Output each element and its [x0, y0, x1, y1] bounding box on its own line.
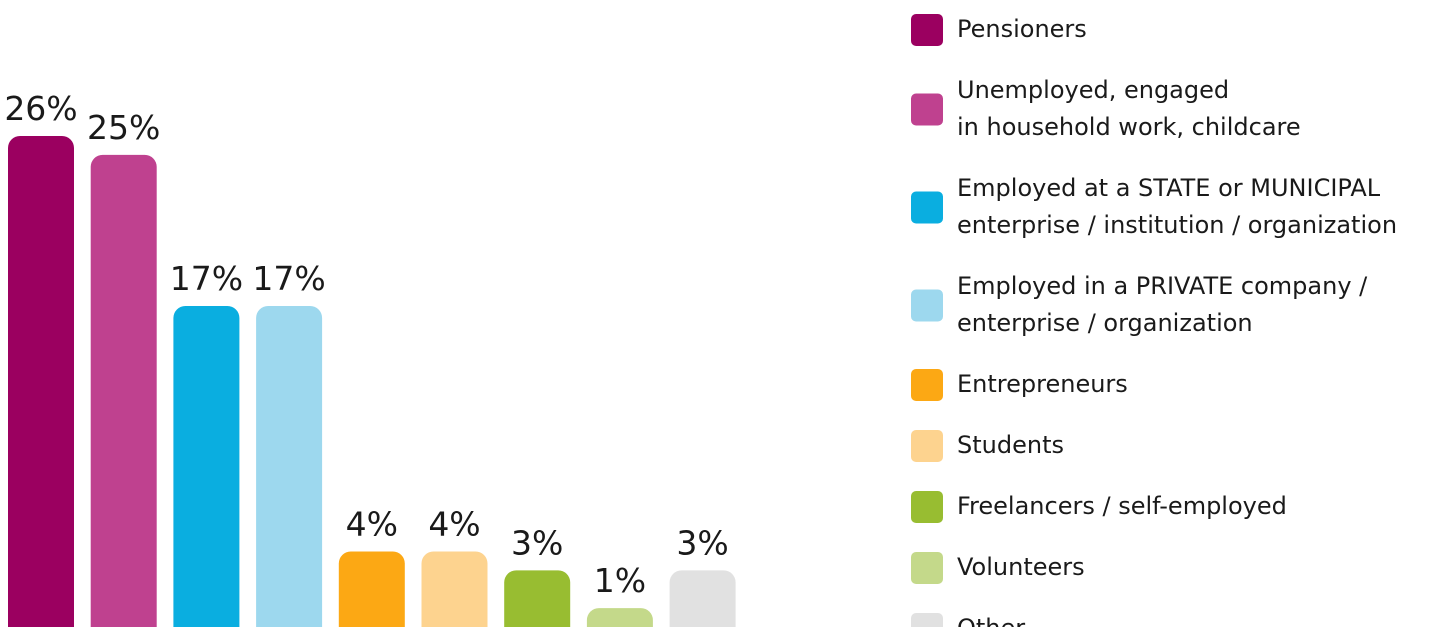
- value-label: 3%: [511, 523, 563, 562]
- legend-line: enterprise / institution / organization: [957, 211, 1397, 239]
- bar: [8, 136, 74, 627]
- value-label: 17%: [170, 259, 243, 298]
- bar: [669, 570, 736, 627]
- legend-label: Volunteers: [957, 553, 1085, 581]
- legend-label: Students: [957, 431, 1064, 459]
- bar: [504, 570, 571, 627]
- legend-label: Entrepreneurs: [957, 370, 1128, 398]
- legend-swatch: [911, 93, 943, 126]
- value-label: 1%: [594, 561, 646, 600]
- bar: [421, 551, 488, 627]
- value-label: 25%: [87, 108, 160, 147]
- legend-line: enterprise / organization: [957, 309, 1253, 337]
- legend-line: Volunteers: [957, 553, 1085, 581]
- legend-line: Entrepreneurs: [957, 370, 1128, 398]
- legend-line: Freelancers / self-employed: [957, 492, 1287, 520]
- value-label: 3%: [676, 523, 728, 562]
- value-label: 4%: [428, 504, 480, 543]
- legend-line: Students: [957, 431, 1064, 459]
- legend-line: Employed at a STATE or MUNICIPAL: [957, 174, 1381, 202]
- bar: [256, 305, 323, 627]
- legend-line: in household work, childcare: [957, 113, 1301, 141]
- legend-swatch: [911, 552, 943, 584]
- legend-swatch: [911, 289, 943, 322]
- legend-swatch: [911, 430, 943, 462]
- legend-label: Employed in a PRIVATE company / enterpris…: [957, 272, 1368, 337]
- legend-label: Pensioners: [957, 15, 1087, 43]
- legend-line: Unemployed, engaged: [957, 76, 1229, 104]
- legend-label: Freelancers / self-employed: [957, 492, 1287, 520]
- value-label: 4%: [346, 504, 398, 543]
- legend-line: Pensioners: [957, 15, 1087, 43]
- bar: [90, 154, 157, 627]
- legend-swatch: [911, 191, 943, 224]
- legend-swatch: [911, 491, 943, 523]
- legend-swatch: [911, 613, 943, 627]
- bar: [173, 305, 240, 627]
- value-label: 17%: [252, 259, 325, 298]
- bar: [586, 608, 653, 627]
- legend-label: Employed at a STATE or MUNICIPAL enterpri…: [957, 174, 1397, 239]
- legend-line: Employed in a PRIVATE company /: [957, 272, 1368, 300]
- legend-swatch: [911, 369, 943, 401]
- value-label: 26%: [4, 89, 77, 128]
- legend-swatch: [911, 14, 943, 46]
- bar: [338, 551, 405, 627]
- legend-label: Unemployed, engaged in household work, ch…: [957, 76, 1301, 141]
- legend-label: Other: [957, 614, 1025, 627]
- legend-line: Other: [957, 614, 1025, 627]
